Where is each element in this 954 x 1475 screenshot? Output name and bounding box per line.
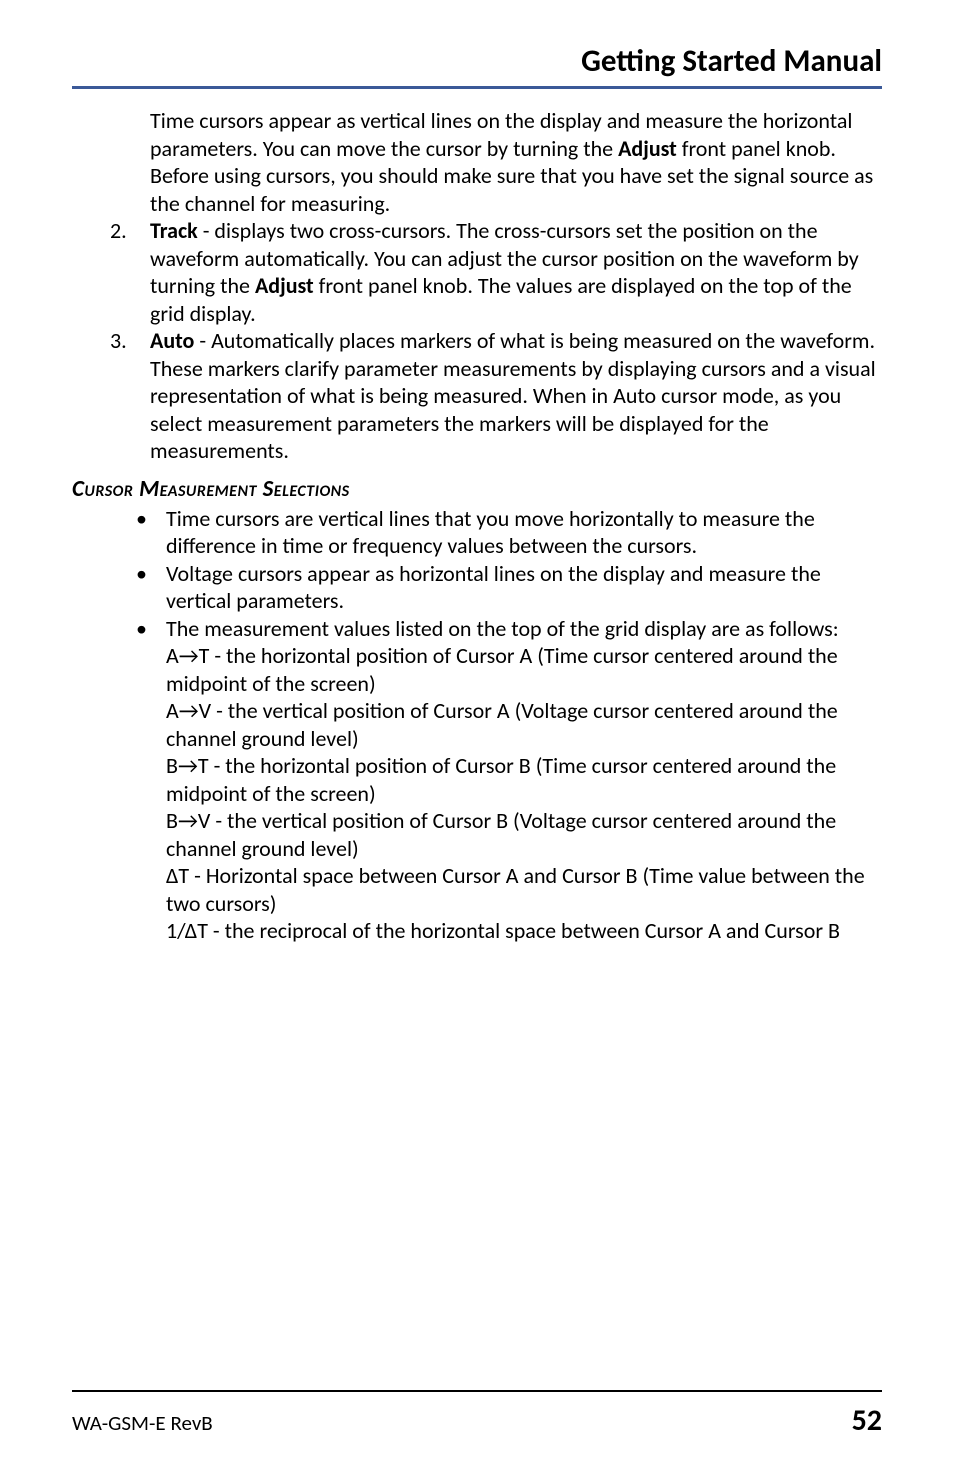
bullet-item-measurement-values: The measurement values listed on the top… xyxy=(136,615,882,945)
def-inv-delta-t: 1/ΔT - the reciprocal of the horizontal … xyxy=(166,917,882,945)
item-number: 3. xyxy=(110,327,127,355)
header-rule xyxy=(72,86,882,89)
sub-definitions: A→T - the horizontal position of Cursor … xyxy=(166,642,882,945)
def-b-t: B→T - the horizontal position of Cursor … xyxy=(166,752,882,807)
item-text: - Automatically places markers of what i… xyxy=(150,327,876,464)
footer-rule xyxy=(72,1390,882,1392)
footer: WA-GSM-E RevB 52 xyxy=(72,1390,882,1439)
bullet-item-voltage-cursors: Voltage cursors appear as horizontal lin… xyxy=(136,560,882,615)
footer-page-number: 52 xyxy=(852,1402,882,1439)
section-heading: Cursor Measurement Selections xyxy=(72,475,882,503)
footer-doc-id: WA-GSM-E RevB xyxy=(72,1410,213,1436)
intro-bold-adjust: Adjust xyxy=(618,135,677,162)
footer-row: WA-GSM-E RevB 52 xyxy=(72,1402,882,1439)
bullet-list: Time cursors are vertical lines that you… xyxy=(136,505,882,945)
numbered-list: 2. Track - displays two cross-cursors. T… xyxy=(110,217,882,465)
bullet-text: The measurement values listed on the top… xyxy=(166,615,839,642)
def-delta-t: ΔT - Horizontal space between Cursor A a… xyxy=(166,862,882,917)
bullet-item-time-cursors: Time cursors are vertical lines that you… xyxy=(136,505,882,560)
bullet-text: Time cursors are vertical lines that you… xyxy=(166,505,815,560)
list-item-track: 2. Track - displays two cross-cursors. T… xyxy=(110,217,882,327)
def-a-t: A→T - the horizontal position of Cursor … xyxy=(166,642,882,697)
intro-paragraph: Time cursors appear as vertical lines on… xyxy=(150,107,882,217)
bullet-text: Voltage cursors appear as horizontal lin… xyxy=(166,560,821,615)
item-lead-auto: Auto xyxy=(150,327,194,354)
list-item-auto: 3. Auto - Automatically places markers o… xyxy=(110,327,882,465)
def-a-v: A→V - the vertical position of Cursor A … xyxy=(166,697,882,752)
def-b-v: B→V - the vertical position of Cursor B … xyxy=(166,807,882,862)
item-lead-track: Track xyxy=(150,217,198,244)
header: Getting Started Manual xyxy=(72,42,882,89)
page-title: Getting Started Manual xyxy=(72,42,882,86)
item-number: 2. xyxy=(110,217,127,245)
item-bold-adjust: Adjust xyxy=(255,272,314,299)
